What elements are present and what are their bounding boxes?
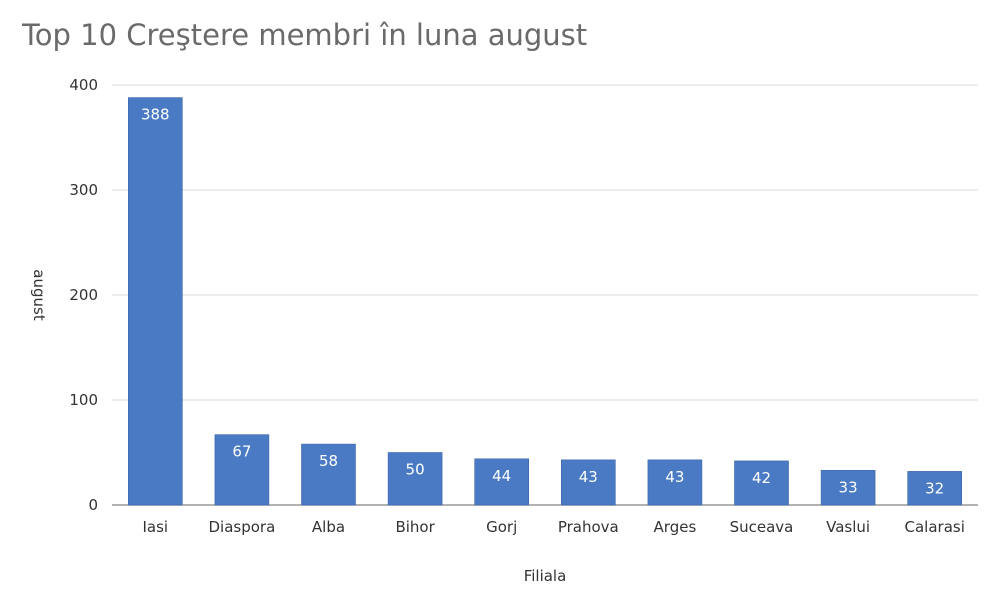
x-tick-label: Bihor (395, 518, 435, 536)
y-axis-title: august (30, 269, 48, 321)
y-axis-ticks: 0 100 200 300 400 (69, 76, 98, 514)
x-tick-label: Vaslui (826, 518, 870, 536)
data-label: 43 (665, 468, 684, 486)
bar (647, 459, 703, 506)
data-label: 44 (492, 467, 511, 485)
bar (907, 471, 963, 506)
y-tick-label: 200 (69, 286, 98, 304)
x-axis-categories: Iasi Diaspora Alba Bihor Gorj Prahova Arges Suc… (142, 518, 964, 536)
bar (387, 452, 443, 506)
x-tick-label: Prahova (558, 518, 619, 536)
y-tick-label: 400 (69, 76, 98, 94)
data-label: 32 (925, 479, 944, 497)
x-tick-label: Diaspora (209, 518, 276, 536)
data-label: 388 (141, 106, 170, 124)
data-label: 50 (406, 461, 425, 479)
data-label: 33 (839, 478, 858, 496)
bar (128, 97, 183, 506)
x-tick-label: Alba (312, 518, 345, 536)
y-tick-label: 100 (69, 391, 98, 409)
data-label: 42 (752, 469, 771, 487)
data-labels: 388 67 58 50 44 43 43 42 33 32 (141, 106, 944, 498)
bar (301, 443, 356, 506)
bar (474, 458, 530, 506)
x-tick-label: Gorj (486, 518, 517, 536)
x-tick-label: Iasi (142, 518, 168, 536)
data-label: 43 (579, 468, 598, 486)
y-tick-label: 0 (88, 496, 98, 514)
bar (214, 434, 270, 506)
x-tick-label: Calarasi (905, 518, 965, 536)
bar (734, 460, 789, 506)
bar (820, 470, 876, 506)
x-tick-label: Suceava (730, 518, 794, 536)
data-label: 58 (319, 452, 338, 470)
data-label: 67 (232, 443, 251, 461)
bar (560, 459, 616, 506)
bars (128, 97, 963, 506)
y-tick-label: 300 (69, 181, 98, 199)
x-axis-title: Filiala (524, 567, 567, 585)
x-tick-label: Arges (654, 518, 697, 536)
chart-title: Top 10 Creştere membri în luna august (22, 18, 588, 52)
